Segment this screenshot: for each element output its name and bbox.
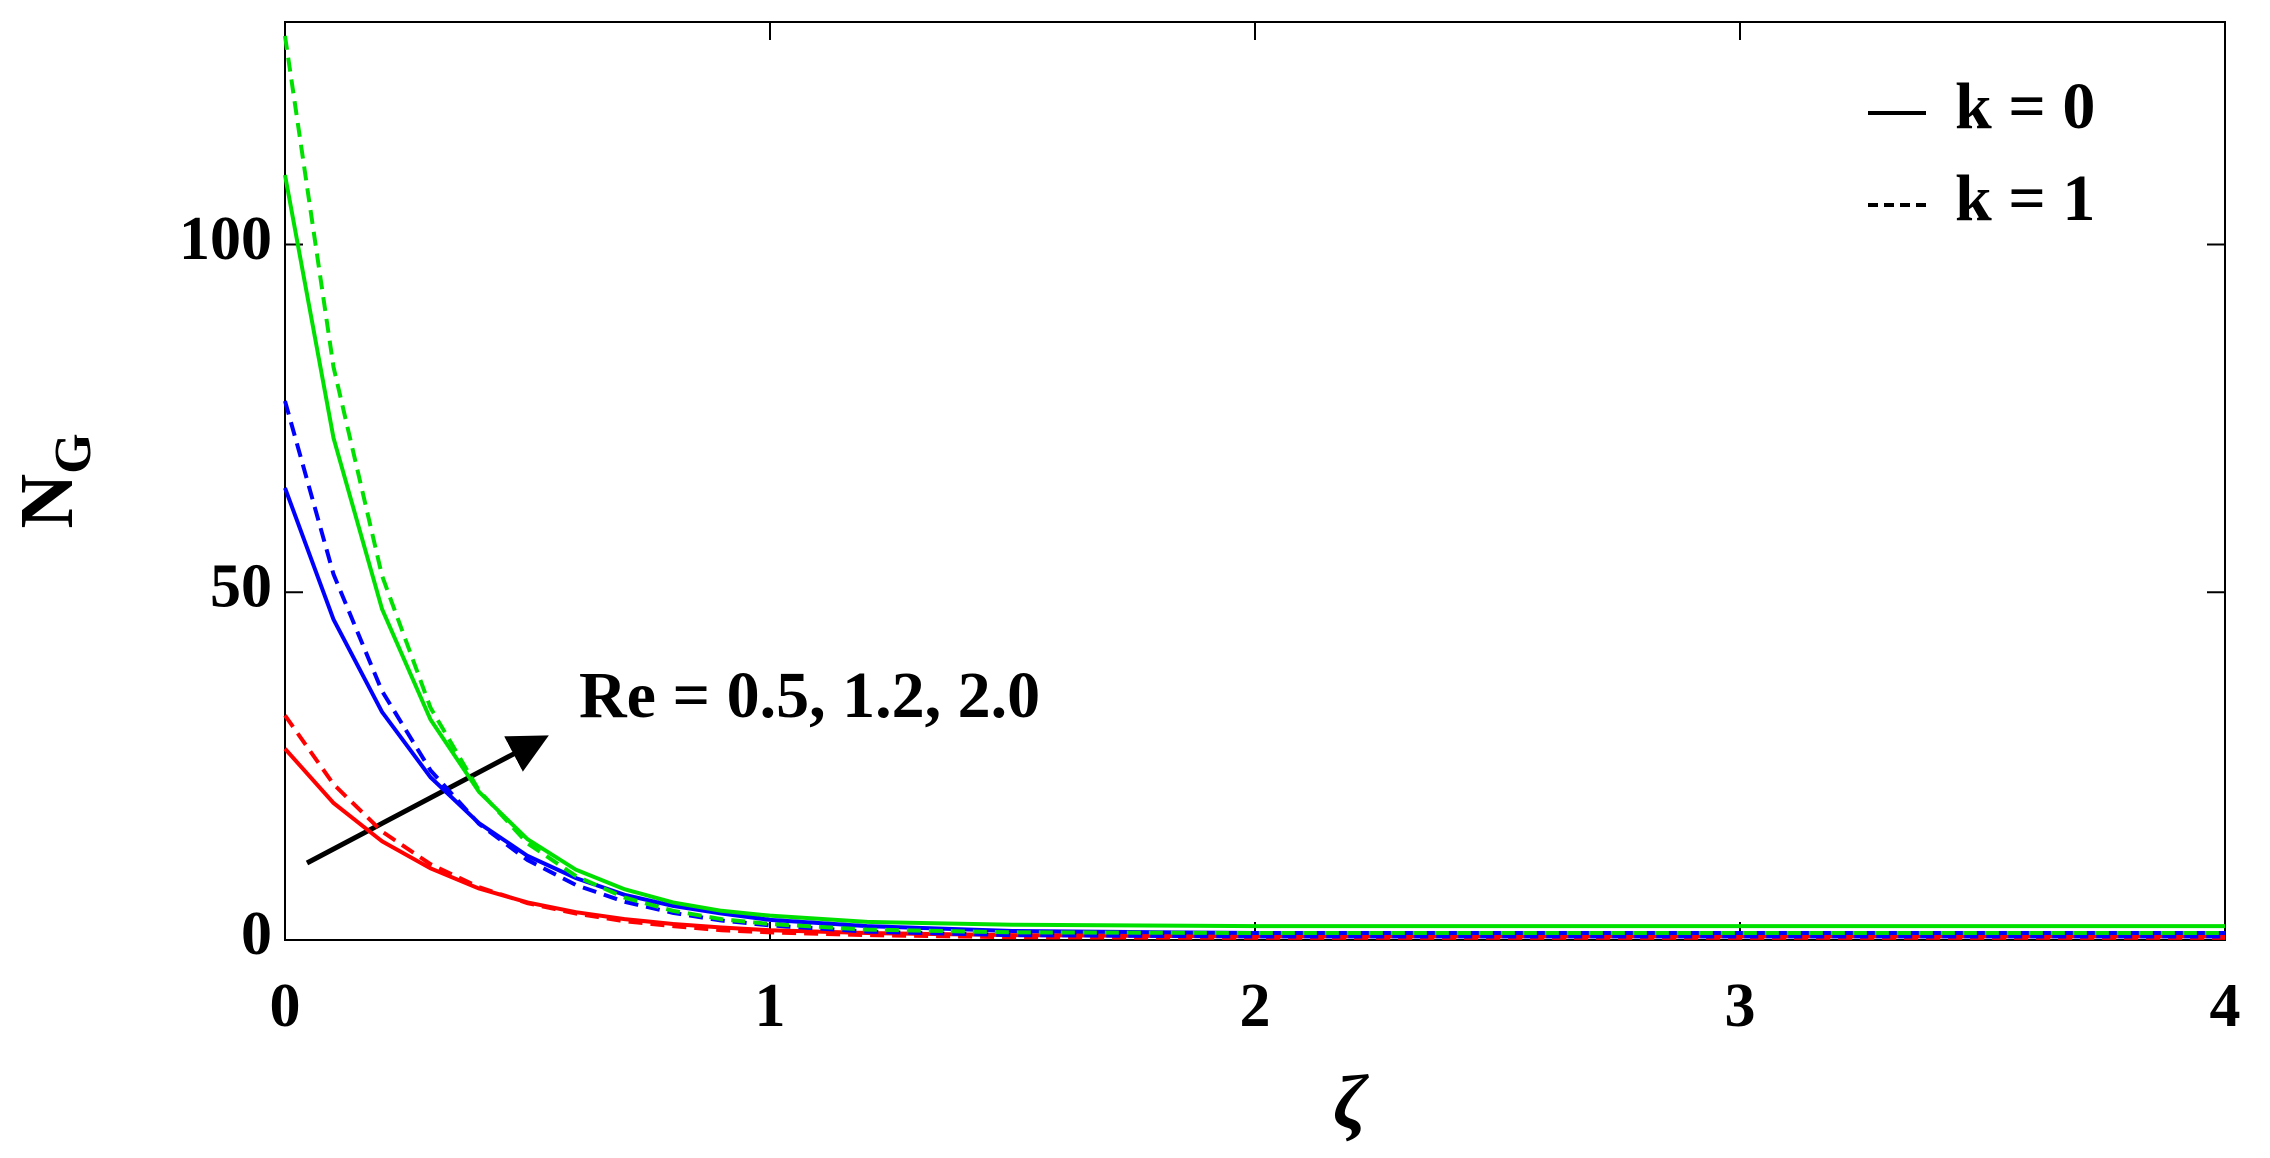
series-line: [283, 747, 2225, 939]
legend-label: k = 0: [1955, 70, 2095, 143]
series-line: [283, 35, 2225, 936]
series-line: [283, 714, 2225, 940]
legend-label: k = 1: [1955, 162, 2095, 235]
x-tick-label: 2: [1240, 972, 1271, 1040]
series-line: [283, 487, 2225, 936]
y-axis-label: NG: [5, 433, 102, 528]
y-label-subscript: G: [45, 433, 102, 473]
y-tick-label: 100: [179, 205, 272, 273]
y-tick-label: 0: [241, 900, 272, 968]
y-label-main: N: [5, 474, 89, 529]
series-line: [283, 400, 2225, 939]
y-tick-label: 50: [210, 553, 272, 621]
x-tick-label: 0: [270, 972, 301, 1040]
annotation: Re = 0.5, 1.2, 2.0: [579, 659, 1040, 732]
annotation-arrow: [305, 735, 549, 866]
x-axis-label: ζ: [1333, 1060, 1369, 1144]
x-tick-label: 3: [1725, 972, 1756, 1040]
plot-frame: [284, 21, 2226, 941]
series-line: [283, 174, 2225, 929]
x-tick-label: 4: [2210, 972, 2241, 1040]
x-tick-label: 1: [755, 972, 786, 1040]
